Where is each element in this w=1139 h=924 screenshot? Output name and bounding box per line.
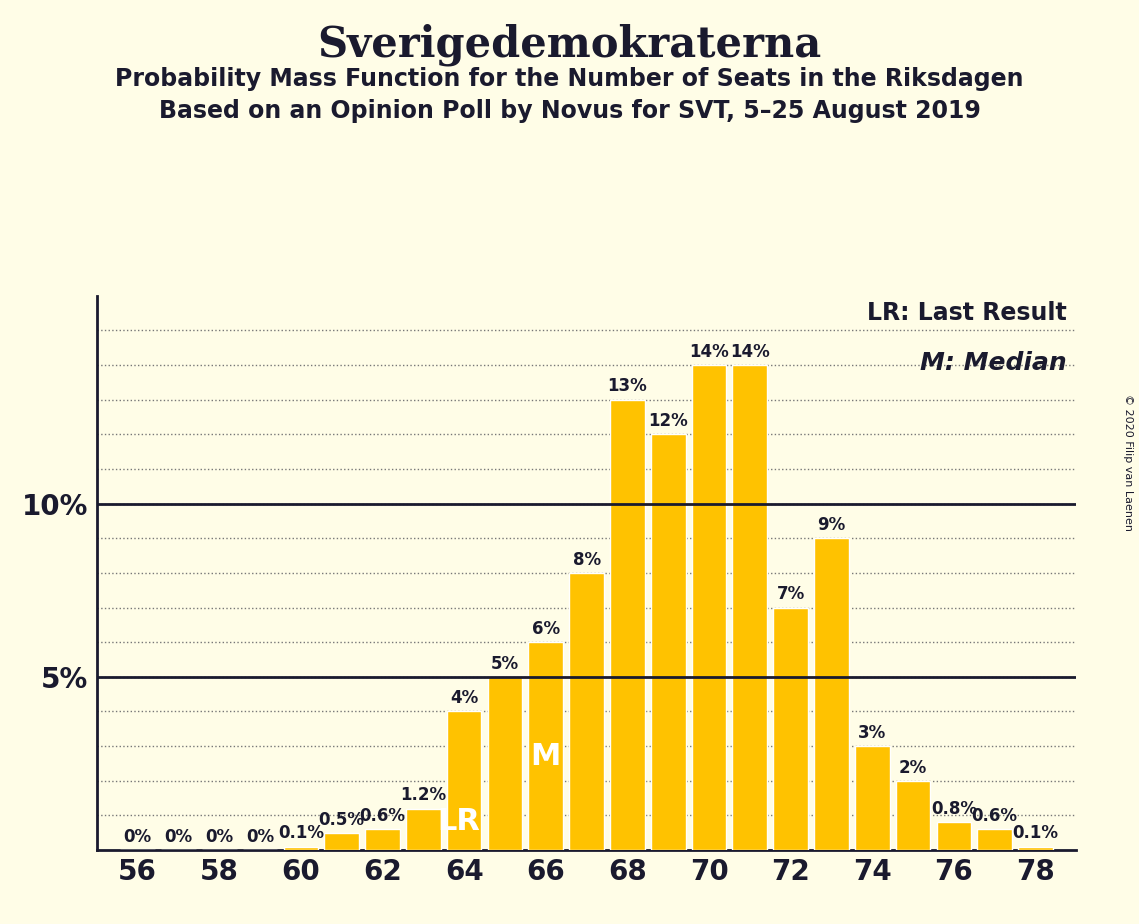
Text: 4%: 4% — [450, 689, 478, 708]
Text: 0%: 0% — [164, 828, 192, 846]
Bar — [936, 822, 972, 850]
Text: Sverigedemokraterna: Sverigedemokraterna — [318, 23, 821, 66]
Text: © 2020 Filip van Laenen: © 2020 Filip van Laenen — [1123, 394, 1133, 530]
Bar — [366, 830, 400, 850]
Bar — [895, 781, 931, 850]
Bar — [691, 365, 727, 850]
Bar — [528, 642, 563, 850]
Text: 14%: 14% — [689, 343, 729, 361]
Text: M: M — [531, 742, 562, 771]
Bar — [284, 846, 318, 850]
Text: 0%: 0% — [205, 828, 233, 846]
Text: 5%: 5% — [491, 655, 519, 673]
Text: 0%: 0% — [246, 828, 274, 846]
Bar — [732, 365, 768, 850]
Text: M: Median: M: Median — [920, 351, 1066, 375]
Bar — [487, 676, 523, 850]
Bar — [855, 747, 890, 850]
Text: 7%: 7% — [777, 586, 805, 603]
Text: 0%: 0% — [123, 828, 151, 846]
Text: 14%: 14% — [730, 343, 770, 361]
Bar — [977, 830, 1013, 850]
Text: 0.6%: 0.6% — [360, 808, 405, 825]
Text: 2%: 2% — [899, 759, 927, 776]
Text: 6%: 6% — [532, 620, 560, 638]
Text: 9%: 9% — [818, 517, 845, 534]
Text: 0.1%: 0.1% — [1013, 824, 1058, 843]
Bar — [650, 434, 686, 850]
Bar — [611, 399, 645, 850]
Bar — [814, 538, 849, 850]
Text: 0.5%: 0.5% — [319, 810, 364, 829]
Text: 0.6%: 0.6% — [972, 808, 1018, 825]
Text: Probability Mass Function for the Number of Seats in the Riksdagen: Probability Mass Function for the Number… — [115, 67, 1024, 91]
Bar — [446, 711, 482, 850]
Bar — [773, 608, 808, 850]
Text: 0.8%: 0.8% — [931, 800, 977, 819]
Text: Based on an Opinion Poll by Novus for SVT, 5–25 August 2019: Based on an Opinion Poll by Novus for SV… — [158, 99, 981, 123]
Bar — [1018, 846, 1052, 850]
Text: 13%: 13% — [607, 378, 647, 395]
Bar — [570, 573, 604, 850]
Text: 1.2%: 1.2% — [400, 786, 446, 804]
Text: 3%: 3% — [858, 724, 886, 742]
Text: 8%: 8% — [573, 551, 600, 569]
Text: 12%: 12% — [648, 412, 688, 431]
Bar — [325, 833, 359, 850]
Text: LR: Last Result: LR: Last Result — [867, 301, 1066, 325]
Bar — [405, 808, 441, 850]
Text: 0.1%: 0.1% — [278, 824, 323, 843]
Text: LR: LR — [437, 807, 481, 835]
